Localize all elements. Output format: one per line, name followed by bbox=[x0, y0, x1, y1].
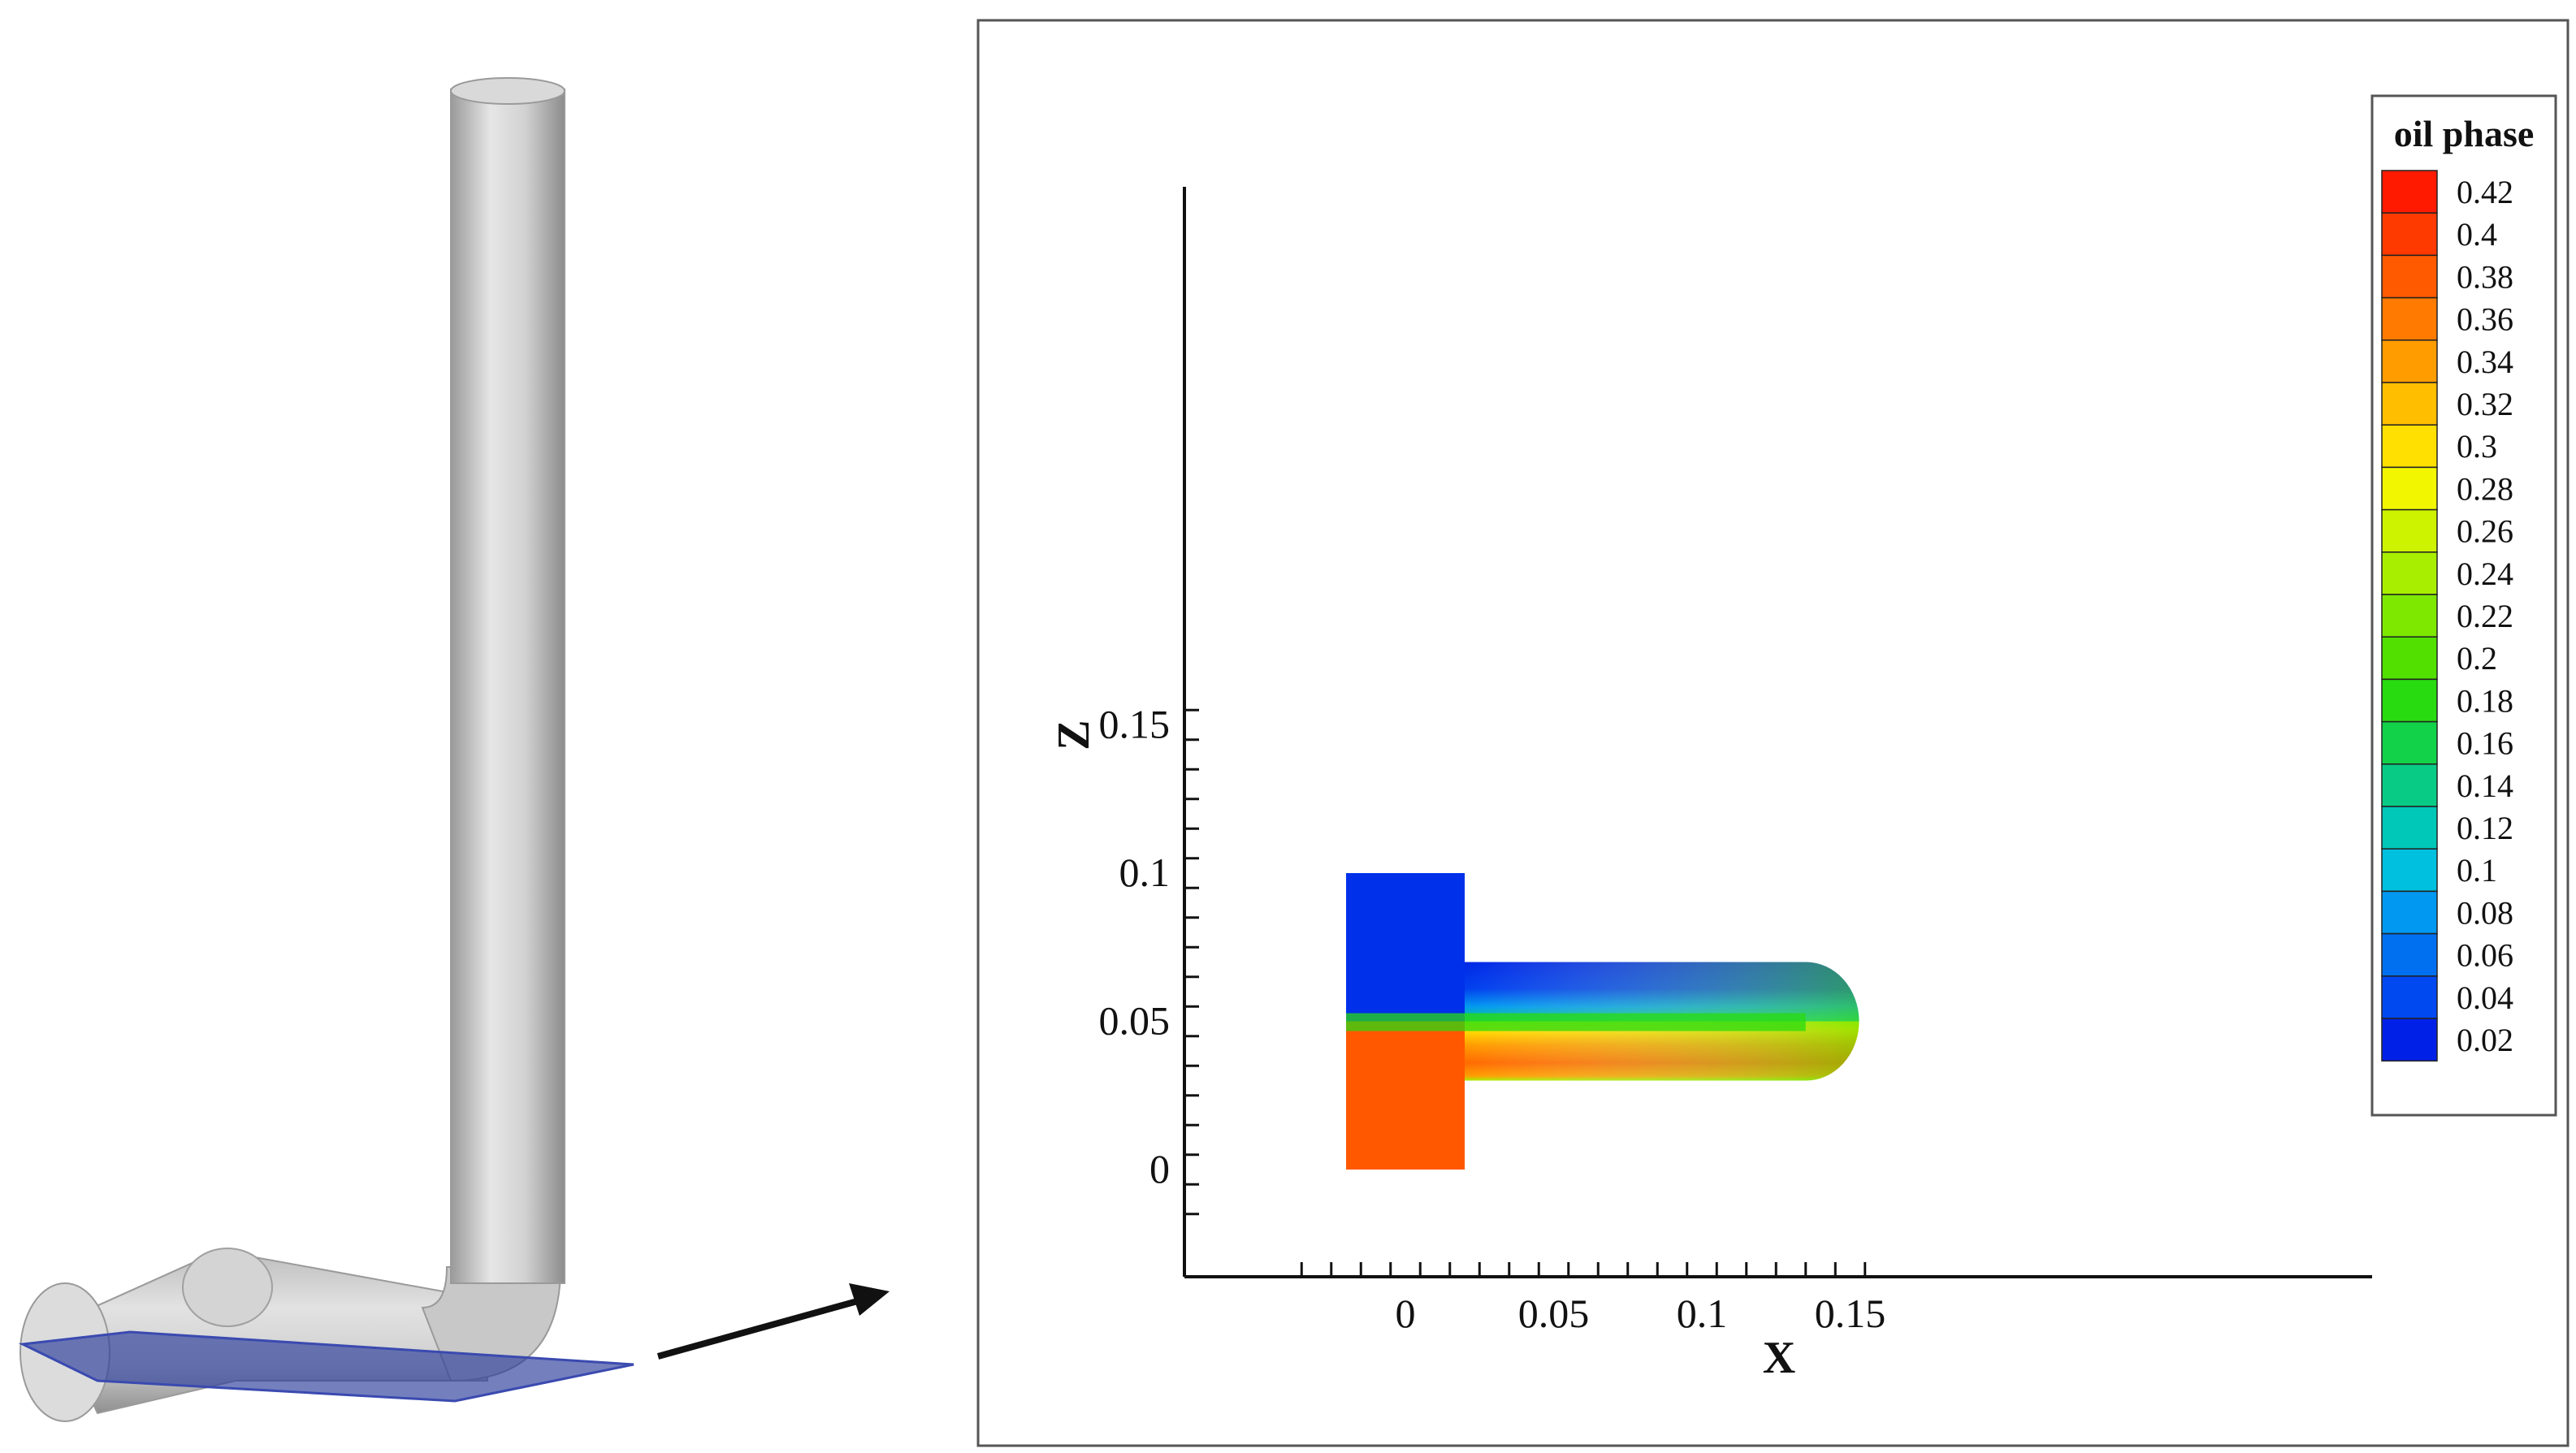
x-axis-title: X bbox=[1763, 1333, 1795, 1383]
legend-level-label: 0.02 bbox=[2457, 1022, 2513, 1058]
legend-swatch bbox=[2381, 636, 2438, 681]
pointer-arrow bbox=[656, 1283, 890, 1360]
legend-swatch bbox=[2381, 890, 2438, 935]
vertical-riser-pipe bbox=[450, 89, 565, 1284]
legend-swatch bbox=[2381, 848, 2438, 893]
legend-swatch bbox=[2381, 551, 2438, 595]
legend-swatch bbox=[2381, 720, 2438, 765]
legend-level-label: 0.26 bbox=[2457, 513, 2513, 550]
legend-level-label: 0.22 bbox=[2457, 598, 2513, 634]
legend-level-label: 0.38 bbox=[2457, 258, 2513, 295]
legend-swatch bbox=[2381, 170, 2438, 214]
z-axis-title: Z bbox=[1049, 720, 1099, 750]
z-tick-label: 0.1 bbox=[1119, 850, 1171, 895]
legend-level-label: 0.4 bbox=[2457, 216, 2497, 253]
legend-swatch bbox=[2381, 1018, 2438, 1062]
legend-level-label: 0.3 bbox=[2457, 428, 2497, 465]
legend-swatch bbox=[2381, 806, 2438, 850]
legend-swatch bbox=[2381, 424, 2438, 469]
legend-level-label: 0.42 bbox=[2457, 174, 2513, 210]
legend-swatch bbox=[2381, 508, 2438, 553]
riser-top-opening bbox=[450, 77, 565, 105]
legend-level-label: 0.12 bbox=[2457, 810, 2513, 846]
legend-level-label: 0.16 bbox=[2457, 725, 2513, 762]
legend-level-label: 0.36 bbox=[2457, 301, 2513, 338]
legend-level-label: 0.32 bbox=[2457, 386, 2513, 422]
z-tick-label: 0.05 bbox=[1099, 998, 1171, 1044]
legend-level-label: 0.28 bbox=[2457, 470, 2513, 507]
legend-swatch bbox=[2381, 339, 2438, 383]
legend-swatch bbox=[2381, 254, 2438, 299]
legend-level-label: 0.1 bbox=[2457, 852, 2497, 889]
contour-plot: 0 0.05 0.1 0.15 0 0.05 0.1 0.15 X Z bbox=[1049, 187, 2372, 1383]
legend-swatch bbox=[2381, 212, 2438, 257]
legend-swatch bbox=[2381, 296, 2438, 341]
legend-swatch bbox=[2381, 763, 2438, 807]
legend-level-label: 0.24 bbox=[2457, 556, 2513, 592]
region-upper-inlet bbox=[1346, 873, 1465, 1022]
legend-level-label: 0.04 bbox=[2457, 979, 2513, 1016]
region-lower-inlet bbox=[1346, 1021, 1465, 1170]
legend-level-label: 0.34 bbox=[2457, 344, 2513, 380]
x-tick-label: 0.1 bbox=[1677, 1291, 1728, 1336]
section-plane bbox=[18, 1330, 634, 1403]
x-tick-label: 0.15 bbox=[1815, 1291, 1886, 1336]
legend-swatch bbox=[2381, 466, 2438, 511]
pipe-geometry bbox=[18, 77, 634, 1422]
legend-level-label: 0.18 bbox=[2457, 682, 2513, 719]
legend-swatch bbox=[2381, 678, 2438, 723]
legend-swatch bbox=[2381, 382, 2438, 426]
x-tick-label: 0.05 bbox=[1518, 1291, 1590, 1336]
legend-level-label: 0.06 bbox=[2457, 937, 2513, 974]
legend-level-label: 0.2 bbox=[2457, 640, 2497, 677]
z-tick-label: 0.15 bbox=[1099, 702, 1171, 747]
plot-frame bbox=[976, 19, 2570, 1447]
legend-swatch bbox=[2381, 594, 2438, 638]
legend-swatch bbox=[2381, 975, 2438, 1019]
z-tick-label: 0 bbox=[1149, 1146, 1170, 1191]
colorbar-legend: oil phase 0.42 0.4 0.38 0.36 0.34 0.32 0.3 0.28 0… bbox=[2370, 94, 2557, 1117]
interface-band bbox=[1346, 1013, 1806, 1031]
x-tick-label: 0 bbox=[1396, 1291, 1416, 1336]
legend-title: oil phase bbox=[2394, 113, 2535, 154]
legend-swatch bbox=[2381, 932, 2438, 977]
flow-field bbox=[1346, 873, 1859, 1170]
inlet-opening-branch bbox=[182, 1248, 273, 1327]
legend-level-label: 0.14 bbox=[2457, 768, 2513, 804]
legend-level-label: 0.08 bbox=[2457, 894, 2513, 931]
